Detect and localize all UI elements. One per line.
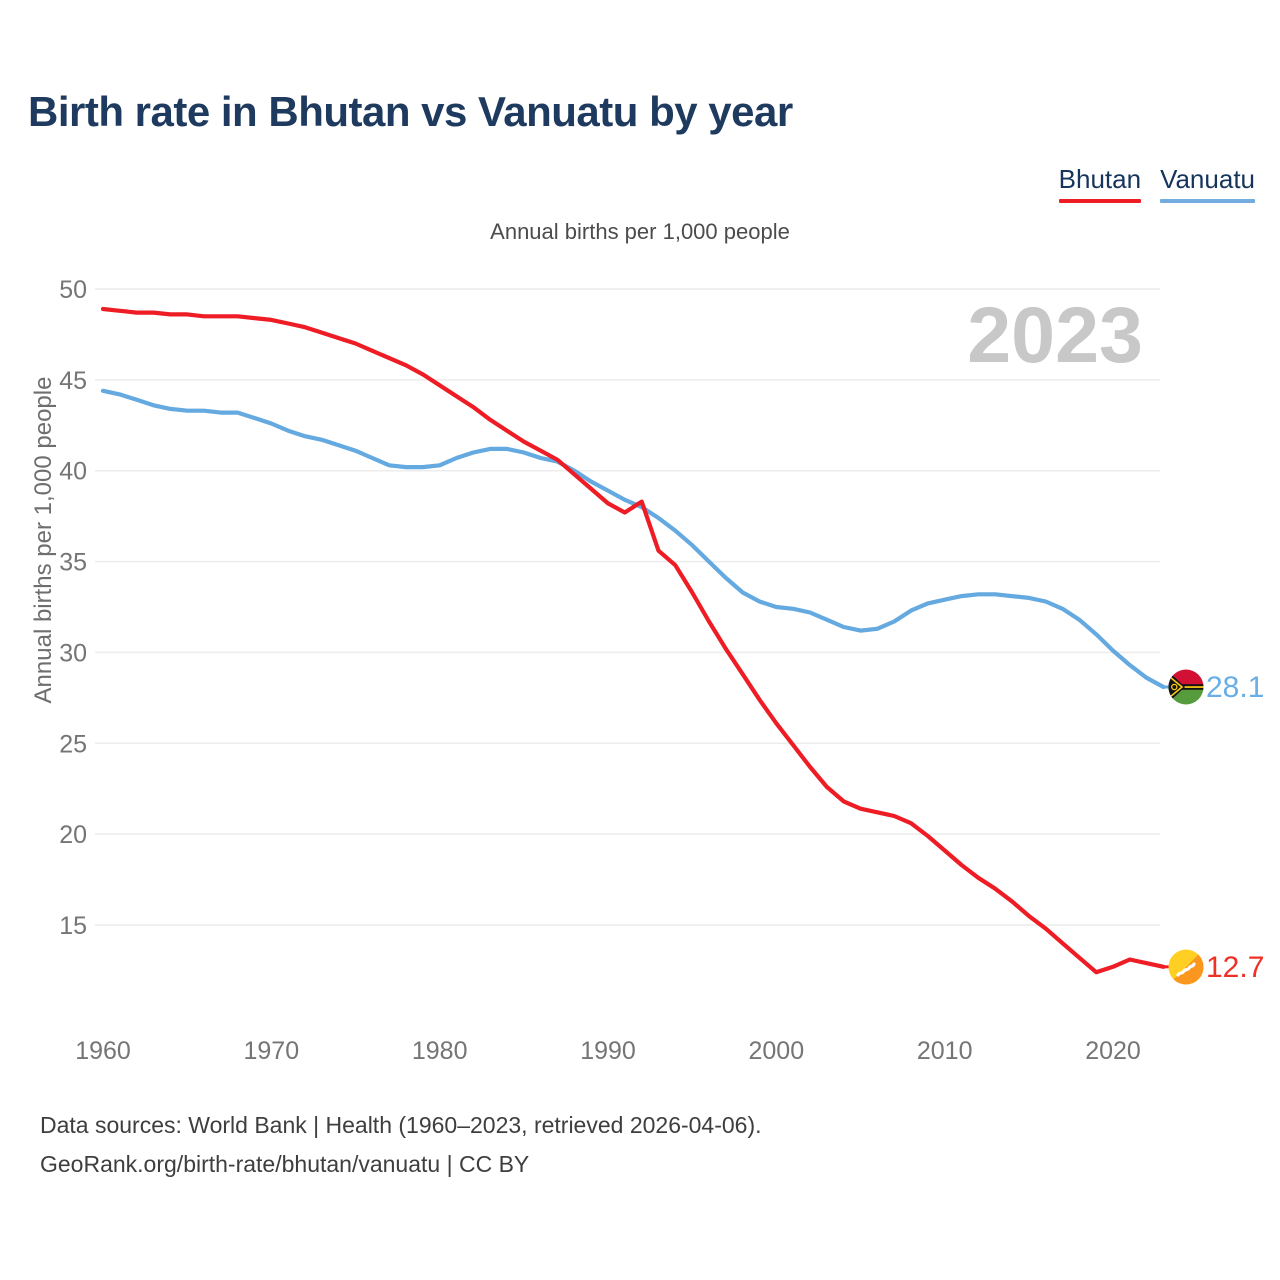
y-tick-label: 20 xyxy=(59,821,87,849)
x-tick-label: 1980 xyxy=(412,1037,468,1065)
legend-label-bhutan: Bhutan xyxy=(1058,164,1142,194)
x-tick-label: 1960 xyxy=(75,1037,131,1065)
series-line-vanuatu xyxy=(100,388,1166,690)
footer: Data sources: World Bank | Health (1960–… xyxy=(40,1106,762,1184)
legend-label-vanuatu: Vanuatu xyxy=(1160,164,1255,194)
series-line-bhutan xyxy=(100,306,1166,975)
x-tick-label: 2010 xyxy=(917,1037,973,1065)
x-tick-label: 2000 xyxy=(748,1037,804,1065)
end-value-vanuatu: 28.1 xyxy=(1206,671,1264,704)
y-tick-label: 45 xyxy=(59,367,87,395)
bhutan-flag-icon xyxy=(1168,949,1204,985)
x-tick-label: 2020 xyxy=(1085,1037,1141,1065)
end-value-bhutan: 12.7 xyxy=(1206,951,1264,984)
x-axis-ticks: 1960 1970 1980 1990 2000 2010 2020 xyxy=(75,1037,1141,1065)
chart-subtitle: Annual births per 1,000 people xyxy=(490,219,790,244)
x-tick-label: 1990 xyxy=(580,1037,636,1065)
y-tick-label: 35 xyxy=(59,549,87,577)
legend: Bhutan Vanuatu xyxy=(1058,164,1255,203)
y-tick-label: 40 xyxy=(59,458,87,486)
legend-item-bhutan[interactable]: Bhutan xyxy=(1058,164,1142,203)
y-tick-label: 50 xyxy=(59,276,87,304)
series-lines-layer xyxy=(100,306,1169,975)
legend-swatch-vanuatu xyxy=(1160,199,1255,203)
y-tick-label: 30 xyxy=(59,639,87,667)
gridlines-layer: 15 20 25 30 35 40 45 50 xyxy=(59,276,1160,940)
y-tick-label: 25 xyxy=(59,730,87,758)
x-tick-label: 1970 xyxy=(243,1037,299,1065)
footer-sources: Data sources: World Bank | Health (1960–… xyxy=(40,1112,762,1138)
legend-swatch-bhutan xyxy=(1058,199,1142,203)
y-tick-label: 15 xyxy=(59,912,87,940)
footer-attribution: GeoRank.org/birth-rate/bhutan/vanuatu | … xyxy=(40,1151,530,1177)
legend-item-vanuatu[interactable]: Vanuatu xyxy=(1160,164,1255,203)
watermark-year: 2023 xyxy=(967,290,1143,379)
page-title: Birth rate in Bhutan vs Vanuatu by year xyxy=(28,88,793,135)
vanuatu-flag-icon xyxy=(1168,669,1204,705)
